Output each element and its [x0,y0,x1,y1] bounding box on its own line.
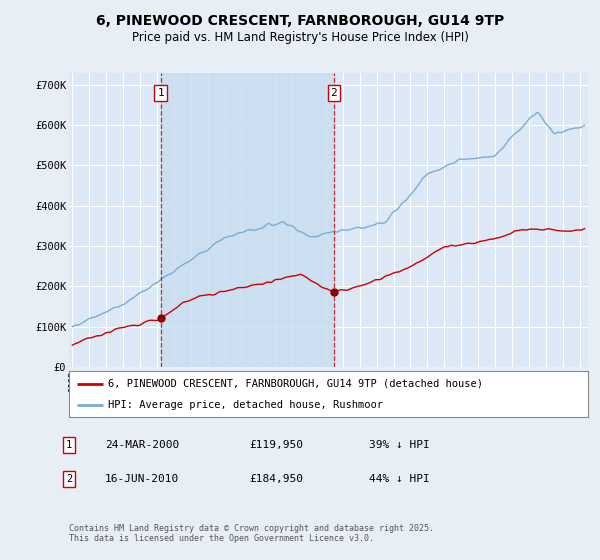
Text: 6, PINEWOOD CRESCENT, FARNBOROUGH, GU14 9TP (detached house): 6, PINEWOOD CRESCENT, FARNBOROUGH, GU14 … [108,379,483,389]
Text: 39% ↓ HPI: 39% ↓ HPI [369,440,430,450]
Bar [161,73,334,367]
Text: 2: 2 [66,474,72,484]
Text: £119,950: £119,950 [249,440,303,450]
Text: 1: 1 [66,440,72,450]
Text: £184,950: £184,950 [249,474,303,484]
Text: 2: 2 [331,88,337,98]
Text: Price paid vs. HM Land Registry's House Price Index (HPI): Price paid vs. HM Land Registry's House … [131,31,469,44]
Text: 24-MAR-2000: 24-MAR-2000 [105,440,179,450]
Text: Contains HM Land Registry data © Crown copyright and database right 2025.
This d: Contains HM Land Registry data © Crown c… [69,524,434,543]
Text: 44% ↓ HPI: 44% ↓ HPI [369,474,430,484]
Text: HPI: Average price, detached house, Rushmoor: HPI: Average price, detached house, Rush… [108,400,383,410]
Text: 16-JUN-2010: 16-JUN-2010 [105,474,179,484]
Text: 6, PINEWOOD CRESCENT, FARNBOROUGH, GU14 9TP: 6, PINEWOOD CRESCENT, FARNBOROUGH, GU14 … [96,14,504,28]
Text: 1: 1 [157,88,164,98]
